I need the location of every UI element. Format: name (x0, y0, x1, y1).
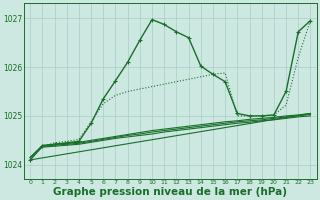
X-axis label: Graphe pression niveau de la mer (hPa): Graphe pression niveau de la mer (hPa) (53, 187, 287, 197)
